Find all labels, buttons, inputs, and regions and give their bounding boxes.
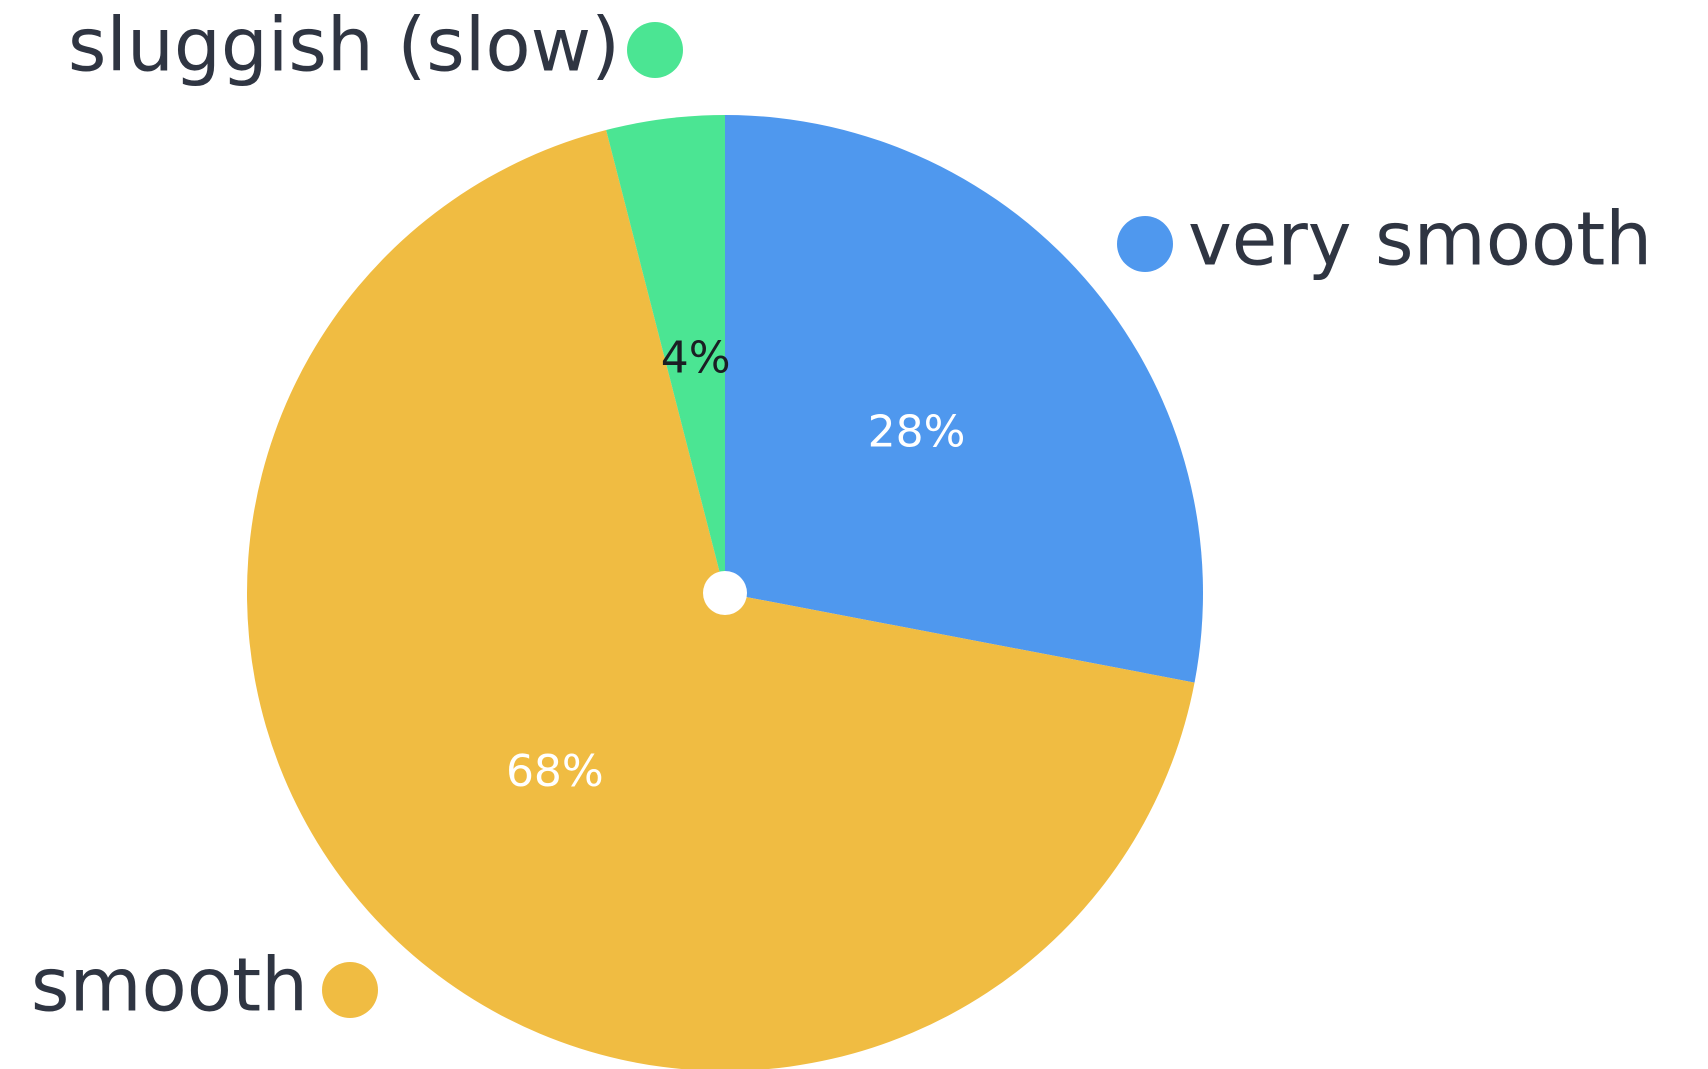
legend-label-very-smooth: very smooth (1188, 197, 1652, 283)
slice-value-labels: 28% 68% 4% (506, 333, 965, 798)
pie-slice-sluggish-slow (606, 115, 725, 593)
slice-value-label-very-smooth: 28% (868, 407, 966, 458)
legend-dot-sluggish-slow (627, 22, 683, 78)
legend-dot-smooth (322, 962, 378, 1018)
pie-legend: very smooth smooth sluggish (slow) (31, 3, 1652, 1029)
legend-label-smooth: smooth (31, 943, 308, 1029)
legend-label-sluggish-slow: sluggish (slow) (68, 3, 620, 89)
slice-value-label-sluggish-slow: 4% (661, 333, 731, 384)
slice-value-label-smooth: 68% (506, 746, 604, 797)
pie-slice-very-smooth (725, 115, 1204, 683)
pie-center-dot (703, 571, 747, 615)
legend-dot-very-smooth (1117, 216, 1173, 272)
